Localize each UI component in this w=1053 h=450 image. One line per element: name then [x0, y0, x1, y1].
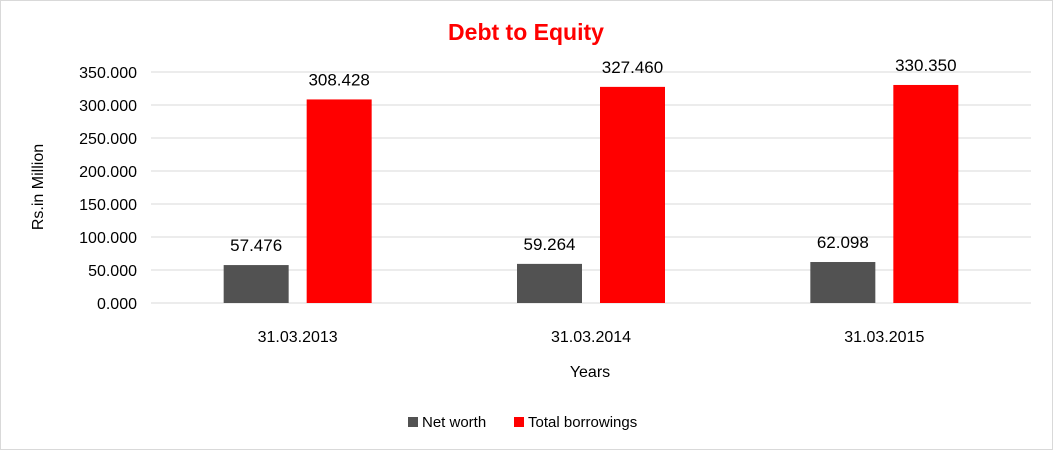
chart-title: Debt to Equity [448, 19, 604, 45]
legend-label: Total borrowings [528, 414, 637, 431]
bar-net-worth [810, 262, 876, 303]
y-tick-label: 50.000 [88, 263, 137, 280]
y-tick-label: 300.000 [79, 98, 137, 115]
y-tick-label: 100.000 [79, 230, 137, 247]
x-axis-ticks: 31.03.2013 31.03.2014 31.03.2015 [258, 329, 925, 346]
data-label: 62.098 [817, 233, 869, 252]
y-axis-ticks: 0.000 50.000 100.000 150.000 200.000 250.000 3… [79, 65, 137, 313]
y-tick-label: 150.000 [79, 197, 137, 214]
y-tick-label: 200.000 [79, 164, 137, 181]
bar-total-borrowings [893, 84, 959, 304]
gridlines [151, 71, 1031, 304]
bars [223, 84, 959, 304]
y-tick-label: 350.000 [79, 65, 137, 82]
data-label: 308.428 [308, 70, 369, 89]
legend-label: Net worth [422, 414, 486, 431]
data-label: 57.476 [230, 236, 282, 255]
y-tick-label: 250.000 [79, 131, 137, 148]
x-tick-label: 31.03.2014 [551, 329, 631, 346]
x-axis-title: Years [570, 364, 610, 381]
data-labels: 57.476 308.428 59.264 327.460 62.098 330.350 [230, 56, 956, 255]
bar-total-borrowings [600, 86, 665, 303]
data-label: 330.350 [895, 56, 956, 75]
x-tick-label: 31.03.2013 [258, 329, 338, 346]
data-label: 59.264 [524, 235, 576, 254]
legend-swatch [514, 417, 524, 427]
x-tick-label: 31.03.2015 [844, 329, 924, 346]
y-axis-title: Rs.in Million [30, 144, 47, 230]
y-tick-label: 0.000 [97, 296, 137, 313]
bar-net-worth [223, 265, 289, 303]
data-label: 327.460 [602, 58, 663, 77]
bar-net-worth [517, 263, 582, 303]
legend-swatch [408, 417, 418, 427]
legend: Net worth Total borrowings [408, 414, 637, 431]
bar-total-borrowings [306, 99, 372, 303]
